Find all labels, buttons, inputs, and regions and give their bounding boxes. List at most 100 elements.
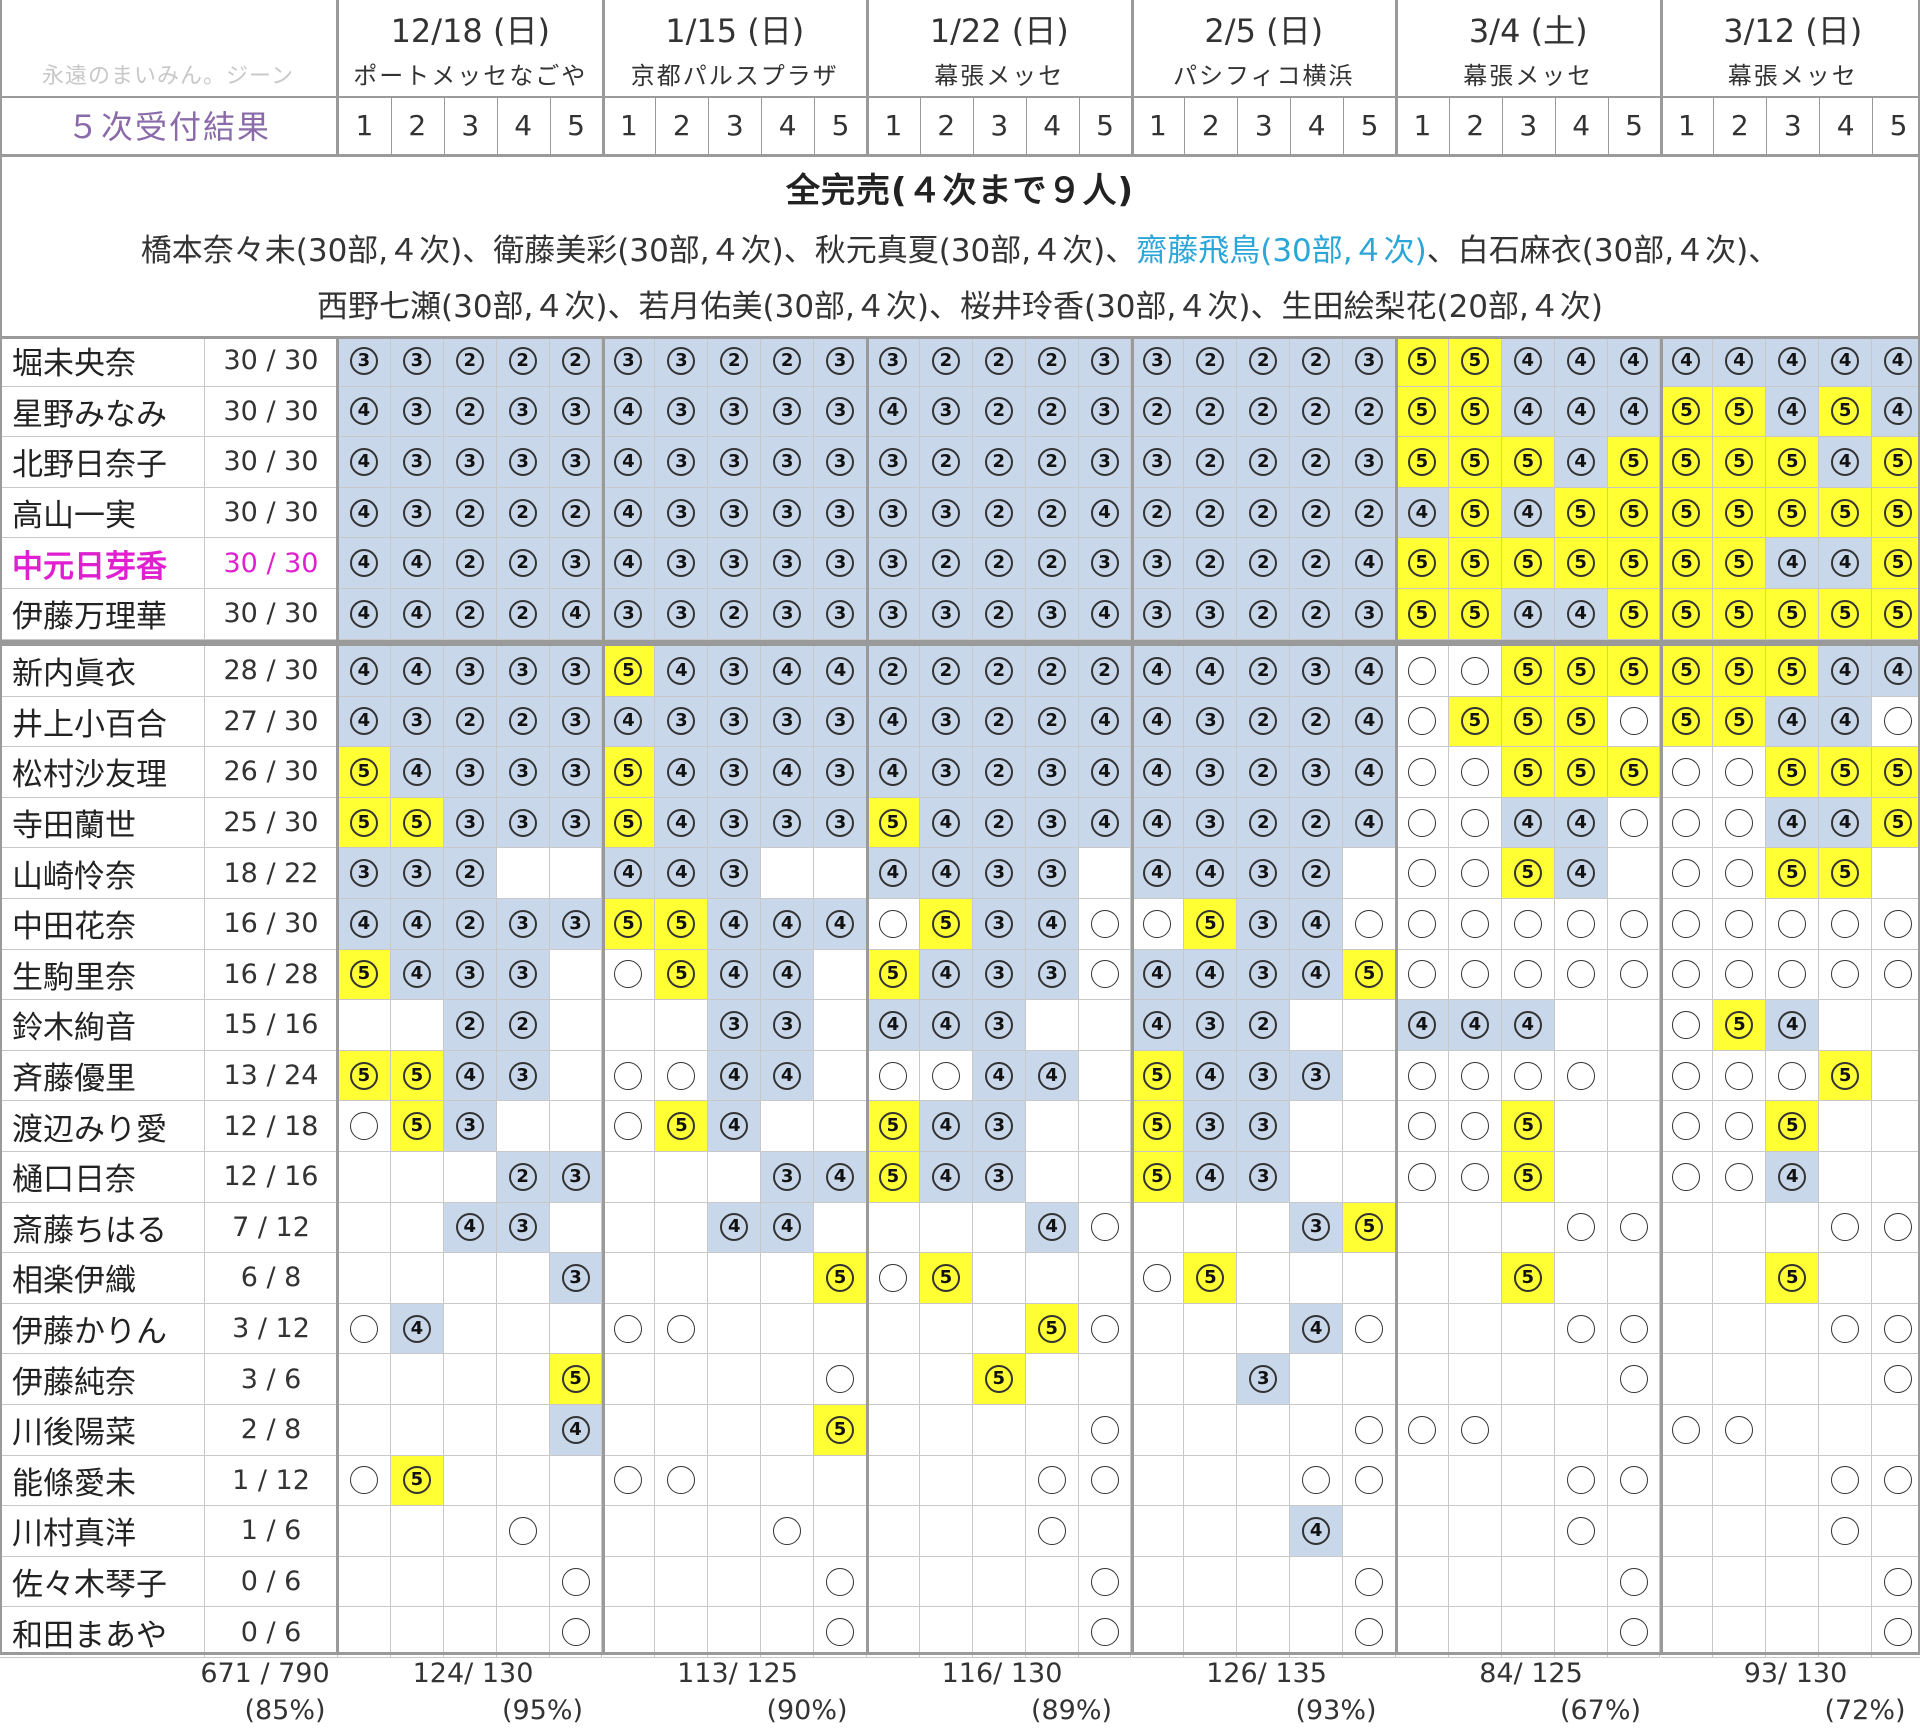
member-score: 3 / 12 [205,1303,338,1355]
round-number-badge: 4 [720,909,749,938]
result-cell [1660,1253,1714,1304]
round-number-badge: 4 [878,757,907,786]
result-cell: 3 [1237,1101,1291,1152]
event-divider [601,0,605,154]
result-cell: 5 [1660,589,1714,640]
result-cell: 3 [1237,848,1291,899]
round-number-badge: 5 [1831,1061,1860,1090]
result-cell [1290,1101,1344,1152]
result-cell [1713,1506,1767,1557]
result-cell: 4 [1290,949,1344,1001]
round-number-badge: 3 [508,808,537,837]
result-cell [602,1354,656,1405]
empty-circle-icon [1407,859,1436,888]
result-cell [1501,1607,1555,1658]
event-total: 126/ 135 [1206,1657,1327,1689]
member-name: 中田花奈 [0,899,205,950]
result-cell: 2 [1237,696,1291,748]
result-cell: 4 [919,1152,973,1203]
slot-number: 4 [1572,108,1591,142]
round-number-badge: 4 [455,1061,484,1090]
round-number-badge: 2 [720,346,749,375]
round-number-badge: 3 [826,808,855,837]
result-cell: 3 [867,538,920,589]
member-name: 和田まあや [0,1607,205,1658]
result-cell [1872,848,1920,899]
empty-circle-icon [1884,1365,1913,1394]
result-cell [1713,1354,1767,1405]
result-cell [972,1455,1026,1507]
empty-circle-icon [1672,909,1701,938]
round-number-badge: 2 [984,498,1013,527]
result-cell: 3 [708,848,762,899]
member-name: 能條愛未 [0,1455,205,1507]
round-number-badge: 3 [984,1010,1013,1039]
result-cell [708,1253,762,1304]
empty-circle-icon [1619,1213,1648,1242]
empty-circle-icon [1619,909,1648,938]
result-cell: 4 [602,696,656,748]
slot-divider [443,96,445,154]
result-cell: 4 [1343,696,1396,748]
round-number-badge: 3 [561,397,590,426]
round-number-badge: 2 [1249,498,1278,527]
empty-circle-icon [1725,1112,1754,1141]
result-cell: 5 [867,1101,920,1152]
round-number-badge: 4 [1513,346,1542,375]
result-cell [1078,1607,1132,1658]
slot-number: 2 [1730,108,1749,142]
slot-divider [390,96,392,154]
empty-circle-icon [1460,1112,1489,1141]
result-cell: 5 [1501,696,1555,748]
round-number-badge: 4 [614,447,643,476]
result-cell: 4 [1343,747,1396,798]
result-cell [549,1000,603,1051]
round-number-badge: 3 [1196,1010,1225,1039]
round-number-badge: 4 [1513,808,1542,837]
result-cell: 4 [1607,386,1661,438]
result-cell [1660,1202,1714,1254]
round-number-badge: 3 [508,909,537,938]
result-cell [1713,1455,1767,1507]
result-cell [1343,1303,1396,1355]
result-cell: 4 [1501,1000,1555,1051]
result-cell [1713,949,1767,1001]
result-cell: 3 [443,797,497,849]
empty-circle-icon [1407,960,1436,989]
round-number-badge: 4 [1037,1213,1066,1242]
round-number-badge: 3 [1302,1213,1331,1242]
result-cell [1396,1050,1449,1102]
result-cell: 3 [972,1000,1026,1051]
member-name: 伊藤万理華 [0,589,205,640]
round-number-badge: 3 [1143,549,1172,578]
result-cell [1448,1253,1502,1304]
event-divider [1395,336,1398,1652]
round-number-badge: 3 [826,498,855,527]
event-divider [866,336,869,1652]
round-number-badge: 4 [773,656,802,685]
result-cell [602,1405,656,1456]
result-cell [1872,899,1920,950]
result-cell: 3 [1237,1050,1291,1102]
round-number-badge: 5 [1725,498,1754,527]
result-cell: 5 [1396,437,1449,488]
round-number-badge: 4 [614,549,643,578]
result-cell: 4 [390,1303,444,1355]
result-cell: 5 [390,1101,444,1152]
result-cell [867,1253,920,1304]
result-cell: 3 [338,336,391,387]
round-number-badge: 4 [349,707,378,736]
round-number-badge: 3 [720,859,749,888]
round-number-badge: 2 [1302,498,1331,527]
empty-circle-icon [1460,960,1489,989]
result-cell: 3 [549,747,603,798]
slot-number: 5 [567,108,585,142]
result-cell: 4 [1078,487,1132,539]
result-cell: 2 [1290,696,1344,748]
round-number-badge: 5 [878,960,907,989]
round-number-badge: 5 [1566,498,1595,527]
round-number-badge: 3 [508,1061,537,1090]
round-number-badge: 5 [1778,859,1807,888]
round-number-badge: 4 [931,808,960,837]
result-cell [1237,1506,1291,1557]
